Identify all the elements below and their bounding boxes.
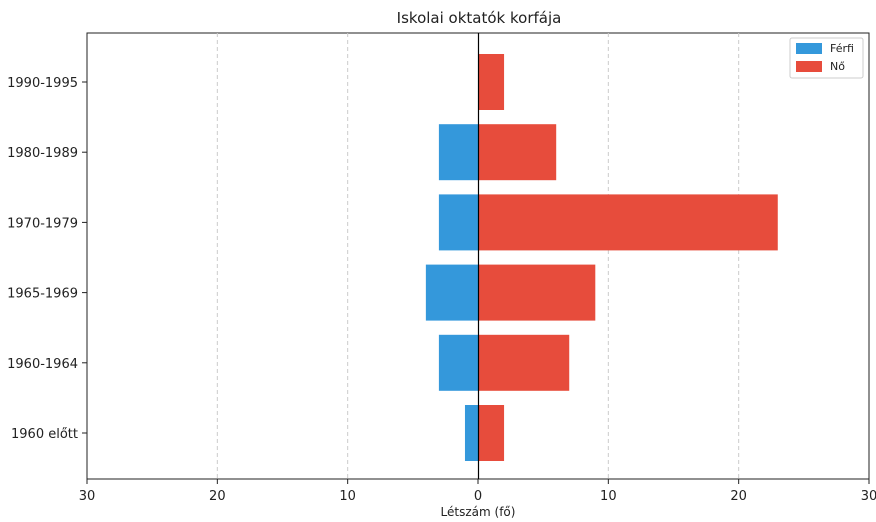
bar-no: [478, 54, 505, 110]
legend-swatch-ferfi: [796, 43, 822, 54]
bar-no: [478, 264, 596, 321]
bars: [425, 54, 778, 461]
x-axis-label: Létszám (fő): [441, 505, 516, 519]
x-tick-label: 20: [209, 489, 226, 504]
x-tick-labels: 30 20 10 0 10 20 30: [79, 479, 876, 504]
y-tick-label: 1960-1964: [7, 357, 78, 372]
legend-label-ferfi: Férfi: [830, 42, 854, 55]
y-tick-label: 1990-1995: [7, 76, 78, 91]
bar-no: [478, 405, 505, 461]
bar-no: [478, 334, 570, 391]
y-tick-label: 1960 előtt: [11, 427, 78, 442]
bar-ferfi: [464, 405, 478, 461]
x-tick-label: 0: [474, 489, 482, 504]
bar-ferfi: [438, 334, 478, 391]
legend-label-no: Nő: [830, 60, 845, 73]
x-tick-label: 30: [79, 489, 96, 504]
x-tick-label: 10: [600, 489, 617, 504]
legend-swatch-no: [796, 61, 822, 72]
legend: Férfi Nő: [789, 37, 864, 79]
bar-ferfi: [438, 194, 478, 251]
x-tick-label: 20: [730, 489, 747, 504]
bar-no: [478, 124, 557, 181]
y-tick-label: 1965-1969: [7, 287, 78, 302]
y-tick-label: 1980-1989: [7, 146, 78, 161]
bar-ferfi: [425, 264, 478, 321]
gridlines: [216, 33, 740, 479]
y-tick-label: 1970-1979: [7, 216, 78, 231]
bar-ferfi: [438, 124, 478, 181]
y-tick-labels: 1990-1995 1980-1989 1970-1979 1965-1969 1960…: [7, 76, 87, 442]
chart-title: Iskolai oktatók korfája: [397, 9, 562, 27]
x-tick-label: 10: [339, 489, 356, 504]
x-tick-label: 30: [861, 489, 876, 504]
bar-no: [478, 194, 778, 251]
